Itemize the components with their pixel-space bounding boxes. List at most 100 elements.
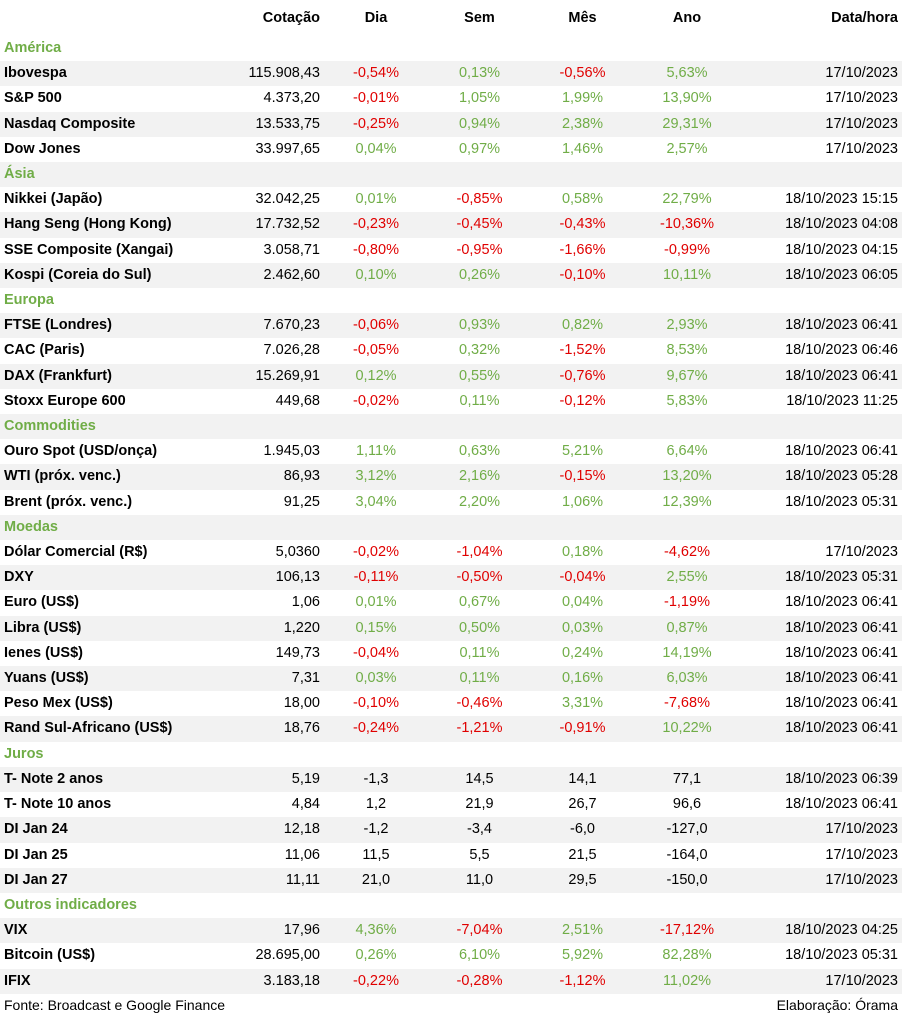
table-row: Stoxx Europe 600 449,68 -0,02% 0,11% -0,12% 5…: [0, 388, 902, 415]
cell-data-hora: 18/10/2023 06:41: [740, 716, 902, 742]
header-dia: Dia: [364, 10, 388, 26]
cell-mes: 0,04%: [531, 590, 634, 616]
section-header: Outros indicadores: [0, 892, 902, 919]
table-row: T- Note 2 anos 5,19 -1,3 14,5 14,1 77,1 18/10/…: [0, 766, 902, 793]
table-row: Ibovespa 115.908,43 -0,54% 0,13% -0,56% 5,63%…: [0, 61, 902, 87]
cell-dia: -0,24%: [324, 716, 428, 742]
cell-data-hora: 17/10/2023: [740, 968, 902, 994]
cell-data-hora: 17/10/2023: [740, 540, 902, 566]
cell-ano: -127,0: [634, 817, 740, 843]
cell-mes: -0,56%: [531, 61, 634, 87]
cell-dia: 0,26%: [324, 943, 428, 969]
cell-mes: -0,12%: [531, 388, 634, 415]
cell-dia: 4,36%: [324, 918, 428, 944]
cell-dia: 0,04%: [324, 136, 428, 163]
cell-data-hora: 18/10/2023 15:15: [740, 187, 902, 213]
cell-name: Kospi (Coreia do Sul): [0, 262, 232, 289]
cell-sem: 0,11%: [428, 666, 531, 692]
cell-sem: 0,93%: [428, 313, 531, 339]
cell-dia: -1,3: [324, 766, 428, 793]
cell-dia: -0,10%: [324, 691, 428, 717]
cell-dia: -0,23%: [324, 212, 428, 238]
cell-name: T- Note 2 anos: [0, 766, 232, 793]
cell-data-hora: 17/10/2023: [740, 817, 902, 843]
section-title: Moedas: [0, 514, 902, 541]
cell-cotacao: 32.042,25: [232, 187, 324, 213]
cell-sem: -0,85%: [428, 187, 531, 213]
cell-mes: -0,10%: [531, 262, 634, 289]
cell-ano: 5,83%: [634, 388, 740, 415]
cell-cotacao: 11,11: [232, 867, 324, 893]
cell-dia: 1,2: [324, 792, 428, 818]
cell-mes: 0,16%: [531, 666, 634, 692]
cell-name: Peso Mex (US$): [0, 691, 232, 717]
cell-data-hora: 18/10/2023 05:28: [740, 464, 902, 490]
cell-cotacao: 91,25: [232, 489, 324, 515]
cell-dia: -0,05%: [324, 338, 428, 364]
cell-cotacao: 7.670,23: [232, 313, 324, 339]
cell-data-hora: 17/10/2023: [740, 86, 902, 112]
cell-mes: 0,82%: [531, 313, 634, 339]
cell-sem: 2,20%: [428, 489, 531, 515]
header-sem: Sem: [464, 10, 495, 26]
cell-dia: -0,25%: [324, 111, 428, 137]
header-ano: Ano: [672, 10, 702, 26]
table-row: Kospi (Coreia do Sul) 2.462,60 0,10% 0,26% -…: [0, 262, 902, 289]
cell-sem: 11,0: [428, 867, 531, 893]
cell-data-hora: 18/10/2023 06:41: [740, 640, 902, 667]
cell-name: Brent (próx. venc.): [0, 489, 232, 515]
cell-dia: -0,80%: [324, 237, 428, 263]
cell-data-hora: 18/10/2023 05:31: [740, 489, 902, 515]
cell-cotacao: 18,00: [232, 691, 324, 717]
cell-name: IFIX: [0, 968, 232, 994]
cell-ano: -7,68%: [634, 691, 740, 717]
cell-ano: -1,19%: [634, 590, 740, 616]
cell-name: Dow Jones: [0, 136, 232, 163]
cell-ano: -4,62%: [634, 540, 740, 566]
section-header: Ásia: [0, 162, 902, 188]
cell-name: DXY: [0, 565, 232, 591]
cell-name: CAC (Paris): [0, 338, 232, 364]
cell-sem: 21,9: [428, 792, 531, 818]
cell-data-hora: 17/10/2023: [740, 842, 902, 868]
cell-name: FTSE (Londres): [0, 313, 232, 339]
cell-ano: 77,1: [634, 766, 740, 793]
cell-mes: 1,06%: [531, 489, 634, 515]
section-header: Europa: [0, 288, 902, 314]
cell-name: Ouro Spot (USD/onça): [0, 439, 232, 465]
cell-dia: 0,10%: [324, 262, 428, 289]
cell-cotacao: 5,19: [232, 766, 324, 793]
header-mes: Mês: [568, 10, 597, 26]
cell-name: Ibovespa: [0, 61, 232, 87]
cell-name: T- Note 10 anos: [0, 792, 232, 818]
cell-cotacao: 7.026,28: [232, 338, 324, 364]
cell-sem: 0,50%: [428, 615, 531, 641]
cell-sem: -0,46%: [428, 691, 531, 717]
cell-cotacao: 4,84: [232, 792, 324, 818]
cell-data-hora: 18/10/2023 06:39: [740, 766, 902, 793]
table-row: IFIX 3.183,18 -0,22% -0,28% -1,12% 11,02% 17/1…: [0, 968, 902, 994]
cell-mes: 1,99%: [531, 86, 634, 112]
cell-ano: -10,36%: [634, 212, 740, 238]
source-note: Fonte: Broadcast e Google Finance: [4, 996, 226, 1013]
table-row: Euro (US$) 1,06 0,01% 0,67% 0,04% -1,19% 18/10…: [0, 590, 902, 616]
cell-ano: 6,64%: [634, 439, 740, 465]
cell-dia: 3,12%: [324, 464, 428, 490]
cell-sem: 0,63%: [428, 439, 531, 465]
table-row: T- Note 10 anos 4,84 1,2 21,9 26,7 96,6 18/10/…: [0, 792, 902, 818]
table-row: Yuans (US$) 7,31 0,03% 0,11% 0,16% 6,03% 18/10…: [0, 666, 902, 692]
cell-cotacao: 11,06: [232, 842, 324, 868]
cell-data-hora: 18/10/2023 04:15: [740, 237, 902, 263]
cell-sem: 0,94%: [428, 111, 531, 137]
cell-dia: 11,5: [324, 842, 428, 868]
cell-mes: -0,15%: [531, 464, 634, 490]
cell-sem: -0,95%: [428, 237, 531, 263]
table-row: DAX (Frankfurt) 15.269,91 0,12% 0,55% -0,76%…: [0, 363, 902, 389]
cell-mes: 0,03%: [531, 615, 634, 641]
cell-name: Dólar Comercial (R$): [0, 540, 232, 566]
section-title: Juros: [0, 741, 902, 767]
cell-sem: 0,11%: [428, 640, 531, 667]
table-row: Bitcoin (US$) 28.695,00 0,26% 6,10% 5,92% 82,…: [0, 943, 902, 969]
cell-data-hora: 17/10/2023: [740, 111, 902, 137]
table-header: Cotação Dia Sem Mês Ano Data/hora: [0, 0, 902, 36]
